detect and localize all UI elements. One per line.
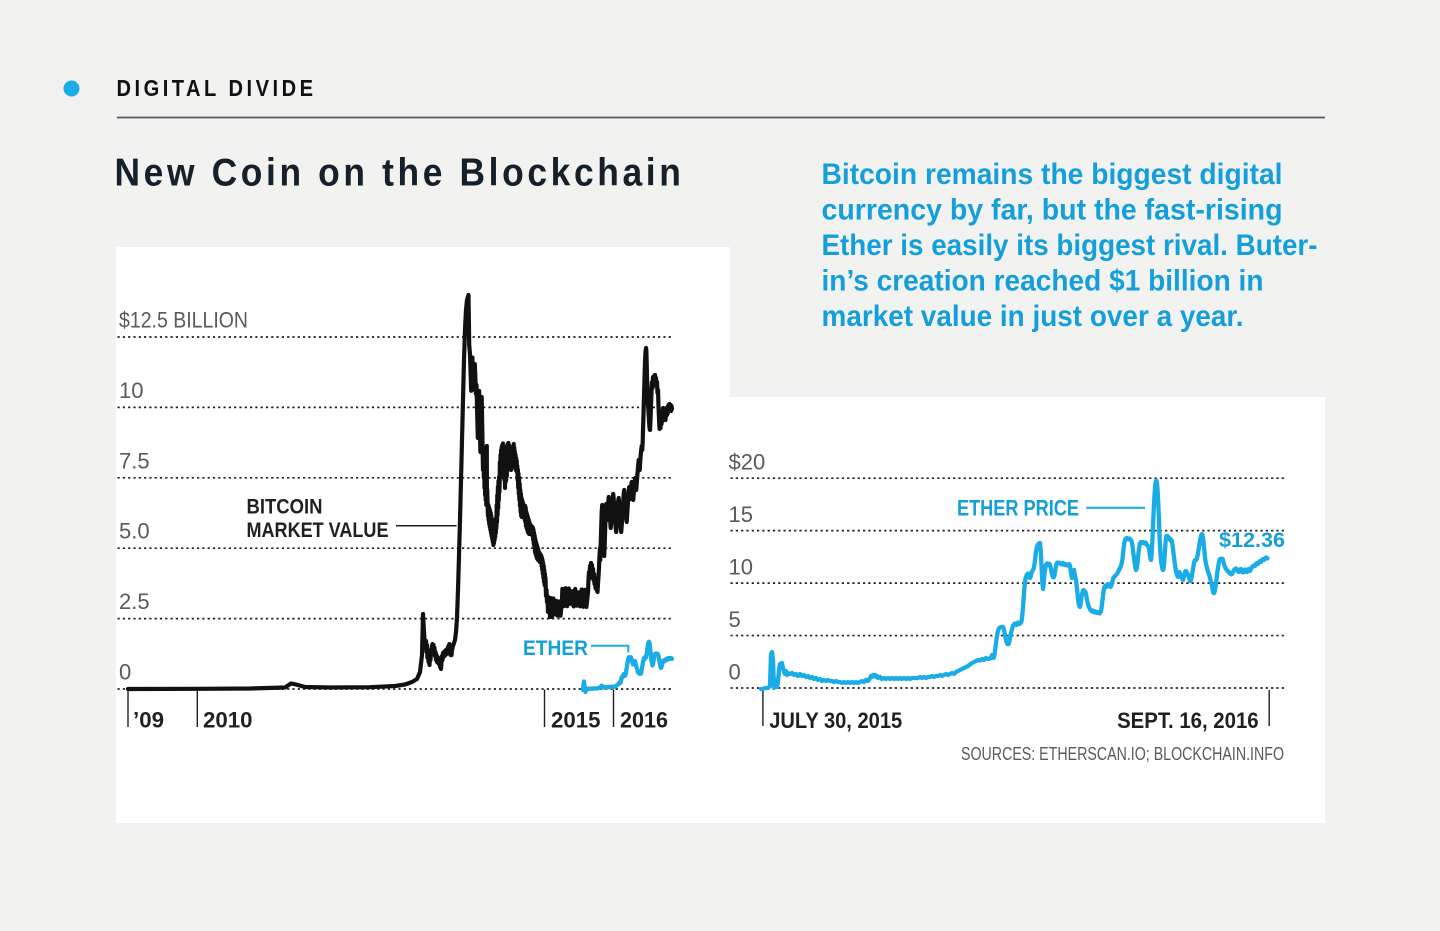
svg-text:0: 0 — [729, 660, 741, 685]
svg-text:$12.5 BILLION: $12.5 BILLION — [119, 308, 248, 333]
svg-text:15: 15 — [729, 502, 753, 527]
svg-text:10: 10 — [729, 555, 753, 580]
svg-text:ETHER PRICE: ETHER PRICE — [957, 495, 1079, 520]
svg-text:DIGITAL DIVIDE: DIGITAL DIVIDE — [117, 75, 317, 101]
svg-text:MARKET VALUE: MARKET VALUE — [247, 519, 389, 542]
svg-text:5: 5 — [729, 607, 741, 632]
svg-text:Ether is easily its biggest ri: Ether is easily its biggest rival. Buter… — [822, 229, 1318, 262]
svg-text:2016: 2016 — [620, 708, 668, 733]
svg-text:2015: 2015 — [551, 708, 601, 733]
svg-text:BITCOIN: BITCOIN — [247, 496, 323, 519]
svg-text:7.5: 7.5 — [119, 448, 150, 473]
svg-text:5.0: 5.0 — [119, 519, 150, 544]
svg-text:market value in just over a ye: market value in just over a year. — [822, 300, 1244, 333]
svg-text:$12.36: $12.36 — [1219, 528, 1285, 552]
svg-text:SOURCES: ETHERSCAN.IO; BLOCKCH: SOURCES: ETHERSCAN.IO; BLOCKCHAIN.INFO — [961, 744, 1284, 764]
svg-text:currency by far, but the fast-: currency by far, but the fast-rising — [822, 194, 1283, 227]
svg-text:JULY 30, 2015: JULY 30, 2015 — [769, 708, 902, 733]
svg-text:ETHER: ETHER — [523, 636, 588, 660]
svg-text:10: 10 — [119, 378, 143, 403]
svg-text:$20: $20 — [729, 450, 766, 475]
svg-text:2010: 2010 — [203, 708, 253, 733]
svg-text:’09: ’09 — [133, 708, 164, 733]
svg-text:in’s creation reached $1 billi: in’s creation reached $1 billion in — [822, 265, 1264, 298]
svg-text:New Coin on the Blockchain: New Coin on the Blockchain — [115, 152, 685, 195]
svg-text:SEPT. 16, 2016: SEPT. 16, 2016 — [1117, 708, 1259, 733]
svg-text:Bitcoin remains the biggest di: Bitcoin remains the biggest digital — [822, 158, 1283, 191]
svg-text:0: 0 — [119, 660, 131, 685]
svg-text:2.5: 2.5 — [119, 589, 150, 614]
